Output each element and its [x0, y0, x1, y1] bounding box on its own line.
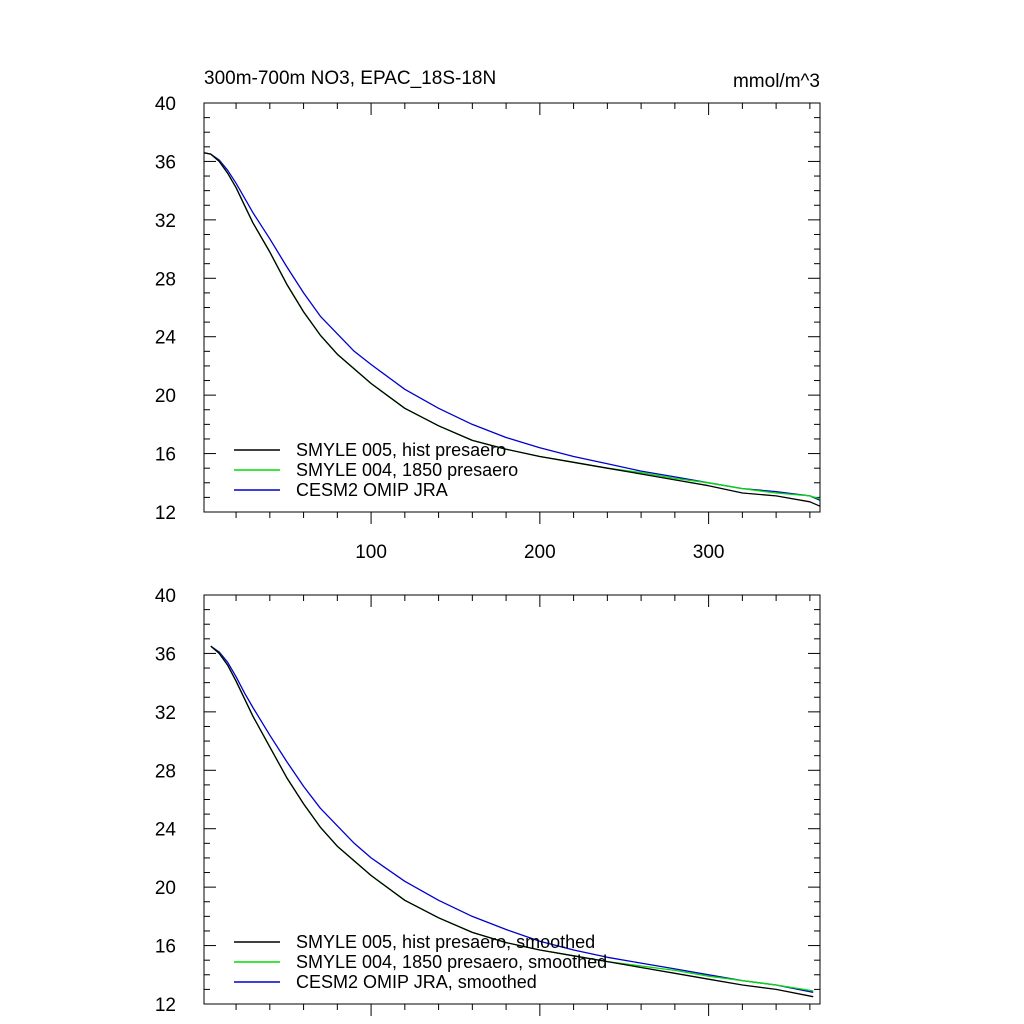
series-line-1 [203, 152, 821, 507]
y-tick-label: 12 [155, 995, 176, 1016]
y-tick-label: 16 [155, 937, 176, 958]
legend-label: SMYLE 004, 1850 presaero [296, 460, 518, 480]
y-tick-label: 40 [155, 586, 176, 607]
y-tick-label: 16 [155, 445, 176, 466]
axis-ticks: 12 16 20 24 28 32 36 40 [155, 586, 820, 1016]
y-tick-label: 24 [155, 820, 177, 841]
y-tick-label: 40 [155, 94, 176, 115]
legend-label: SMYLE 005, hist presaero [296, 440, 506, 460]
x-tick-label: 200 [524, 542, 556, 563]
y-tick-label: 36 [155, 152, 176, 173]
series-lines [203, 152, 821, 507]
axis-ticks: 12 16 20 24 28 32 36 40 100 200 300 [155, 94, 820, 563]
series-lines [210, 645, 814, 998]
y-tick-label: 32 [155, 211, 176, 232]
series-line-3 [210, 645, 814, 993]
bottom-panel: 12 16 20 24 28 32 36 40 SMYLE 005, hist presaer… [155, 586, 821, 1016]
legend-label: CESM2 OMIP JRA, smoothed [296, 972, 537, 992]
legend-label: CESM2 OMIP JRA [296, 480, 448, 500]
y-tick-label: 24 [155, 328, 177, 349]
y-tick-label: 12 [155, 503, 176, 524]
y-tick-label: 32 [155, 703, 176, 724]
x-tick-label: 300 [693, 542, 725, 563]
chart-title: 300m-700m NO3, EPAC_18S-18N [204, 68, 496, 89]
x-tick-label: 100 [355, 542, 387, 563]
series-line-3 [203, 152, 821, 501]
units-label: mmol/m^3 [733, 71, 820, 92]
y-tick-label: 36 [155, 644, 176, 665]
y-tick-label: 20 [155, 878, 176, 899]
legend-label: SMYLE 004, 1850 presaero, smoothed [296, 952, 607, 972]
top-panel: 300m-700m NO3, EPAC_18S-18N mmol/m^3 121… [155, 68, 821, 563]
legend: SMYLE 005, hist presaero, smoothedSMYLE … [234, 932, 607, 992]
y-tick-label: 28 [155, 269, 176, 290]
series-line-1 [210, 645, 814, 998]
y-tick-label: 28 [155, 761, 176, 782]
y-tick-label: 20 [155, 386, 176, 407]
legend-label: SMYLE 005, hist presaero, smoothed [296, 932, 595, 952]
